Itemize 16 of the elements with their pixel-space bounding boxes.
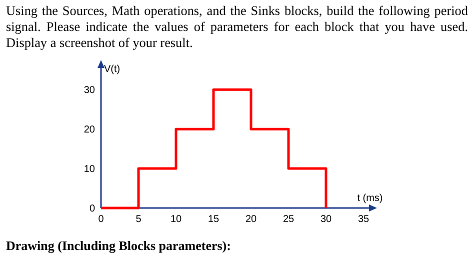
text: Drawing (Including Blocks parameters): xyxy=(6,238,231,253)
y-tick-label: 0 xyxy=(89,204,96,214)
x-tick-label: 20 xyxy=(245,214,257,225)
x-tick-label: 10 xyxy=(170,214,182,225)
chart-title: Using the Sources, Math operations, and the Sinks blocks, build the following period signal. Please indicate the values of parameters for each block that you have used. Display a screenshot of your result. xyxy=(6,3,468,51)
x-tick-label: 35 xyxy=(358,214,370,225)
x-tick-label: 25 xyxy=(282,214,294,225)
x-axis-title: t (ms) xyxy=(357,193,383,204)
x-tick-label: 0 xyxy=(98,214,104,225)
y-tick-label: 20 xyxy=(84,124,96,136)
x-tick-label: 15 xyxy=(208,214,220,225)
y-tick-label: 30 xyxy=(84,85,96,96)
y-tick-label: 10 xyxy=(84,164,96,176)
x-tick-label: 30 xyxy=(320,214,332,225)
x-tick-label: 5 xyxy=(136,214,142,225)
y-axis-title: V(t) xyxy=(104,64,120,75)
